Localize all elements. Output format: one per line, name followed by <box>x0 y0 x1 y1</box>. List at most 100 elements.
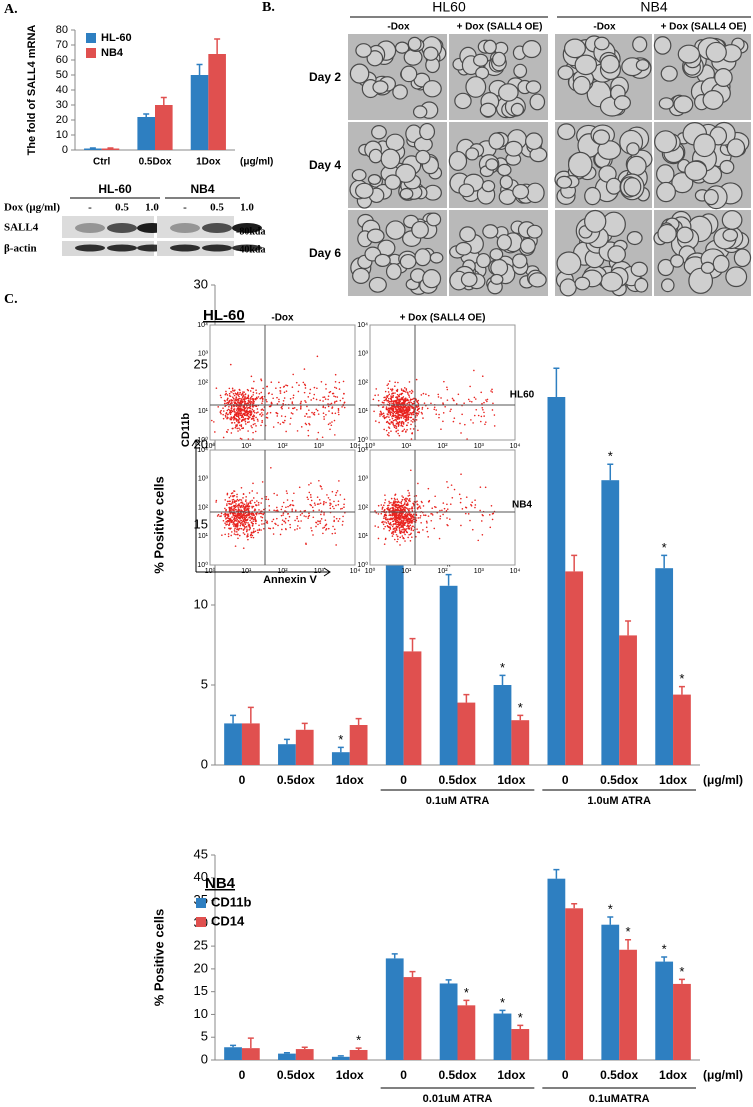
event-dot <box>377 526 379 528</box>
cell <box>353 268 370 283</box>
event-dot <box>249 410 251 412</box>
cell <box>657 165 674 184</box>
legend-label: CD11b <box>211 894 252 909</box>
event-dot <box>379 415 381 417</box>
event-dot <box>420 507 422 509</box>
event-dot <box>312 516 314 518</box>
event-dot <box>251 514 253 516</box>
event-dot <box>250 399 252 401</box>
event-dot <box>412 407 414 409</box>
event-dot <box>231 508 233 510</box>
event-dot <box>329 499 331 501</box>
event-dot <box>404 522 406 524</box>
event-dot <box>405 416 407 418</box>
flow-x-tick: 10³ <box>474 568 485 575</box>
event-dot <box>494 414 496 416</box>
event-dot <box>235 392 237 394</box>
event-dot <box>318 413 320 415</box>
event-dot <box>409 408 411 410</box>
cell <box>499 84 518 101</box>
cell <box>500 176 512 189</box>
cell <box>633 37 647 52</box>
event-dot <box>398 521 400 523</box>
event-dot <box>281 529 283 531</box>
bar <box>440 983 458 1060</box>
event-dot <box>243 506 245 508</box>
x-tick-label: 0 <box>562 1068 569 1082</box>
event-dot <box>395 396 397 398</box>
error-bar <box>661 555 667 568</box>
event-dot <box>401 520 403 522</box>
cell <box>414 106 427 118</box>
micrograph-day: Day 6 <box>309 246 341 260</box>
event-dot <box>328 528 330 530</box>
event-dot <box>239 392 241 394</box>
event-dot <box>234 417 236 419</box>
event-dot <box>446 503 448 505</box>
cell <box>704 190 718 205</box>
event-dot <box>308 423 310 425</box>
event-dot <box>242 396 244 398</box>
event-dot <box>395 504 397 506</box>
event-dot <box>383 505 385 507</box>
event-dot <box>482 534 484 536</box>
event-dot <box>408 528 410 530</box>
event-dot <box>395 415 397 417</box>
event-dot <box>385 391 387 393</box>
event-dot <box>252 532 254 534</box>
event-dot <box>446 524 448 526</box>
flow-x-tick: 10² <box>437 568 448 575</box>
event-dot <box>443 412 445 414</box>
group-label: 1.0uM ATRA <box>587 795 651 807</box>
event-dot <box>325 502 327 504</box>
event-dot <box>296 409 298 411</box>
event-dot <box>251 376 253 378</box>
event-dot <box>294 529 296 531</box>
event-dot <box>332 526 334 528</box>
event-dot <box>454 489 456 491</box>
event-dot <box>233 401 235 403</box>
flow-y-tick: 10³ <box>198 476 209 483</box>
event-dot <box>394 392 396 394</box>
event-dot <box>251 387 253 389</box>
event-dot <box>402 525 404 527</box>
event-dot <box>336 518 338 520</box>
flow-y-tick: 10¹ <box>198 533 209 540</box>
event-dot <box>271 521 273 523</box>
event-dot <box>290 417 292 419</box>
event-dot <box>253 497 255 499</box>
event-dot <box>236 531 238 533</box>
event-dot <box>300 403 302 405</box>
event-dot <box>380 411 382 413</box>
cell <box>685 161 707 180</box>
event-dot <box>225 416 227 418</box>
error-bar <box>571 904 577 909</box>
event-dot <box>409 381 411 383</box>
event-dot <box>409 412 411 414</box>
event-dot <box>401 510 403 512</box>
event-dot <box>447 399 449 401</box>
event-dot <box>404 387 406 389</box>
event-dot <box>391 507 393 509</box>
event-dot <box>231 432 233 434</box>
event-dot <box>472 529 474 531</box>
error-bar <box>143 114 149 117</box>
event-dot <box>396 508 398 510</box>
cell <box>530 94 544 110</box>
event-dot <box>343 393 345 395</box>
event-dot <box>229 400 231 402</box>
event-dot <box>329 504 331 506</box>
event-dot <box>459 494 461 496</box>
event-dot <box>335 494 337 496</box>
blot-band <box>170 223 200 233</box>
event-dot <box>263 509 265 511</box>
flow-cell-line: HL60 <box>510 390 535 401</box>
event-dot <box>244 527 246 529</box>
flow-y-tick: 10⁴ <box>197 447 208 454</box>
event-dot <box>422 529 424 531</box>
event-dot <box>245 396 247 398</box>
event-dot <box>383 524 385 526</box>
event-dot <box>403 423 405 425</box>
event-dot <box>234 495 236 497</box>
cell <box>677 227 693 243</box>
